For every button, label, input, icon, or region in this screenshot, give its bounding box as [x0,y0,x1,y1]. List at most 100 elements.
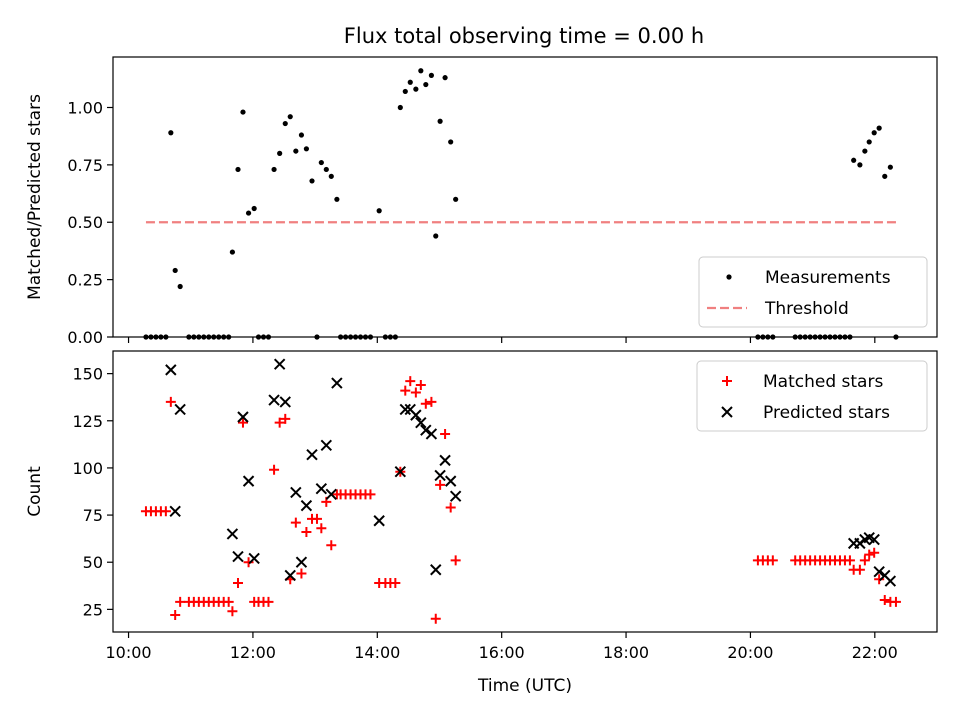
legend-label-predicted-stars: Predicted stars [763,403,890,423]
measurements-point-7 [177,283,183,290]
matched-stars-point-51 [405,376,416,387]
measurements-point-77 [851,157,857,163]
ytick-label: 100 [72,459,103,478]
matched-stars-point-7 [175,596,186,607]
matched-stars-point-76 [844,555,855,566]
predicted-stars-point-21 [394,465,407,478]
legend-handle-matched-stars [722,376,732,386]
matched-stars-point-33 [311,513,322,524]
legend-box [696,360,928,432]
legend-box [698,256,928,328]
predicted-stars-point-38 [873,565,885,578]
measurements-point-31 [303,146,310,152]
xtick-label: 20:00 [727,643,773,662]
predicted-stars-point-15 [306,449,318,461]
matched-stars-point-82 [874,574,885,585]
measurements-point-57 [437,118,443,124]
measurements-point-81 [871,130,877,136]
series-predicted-stars [165,358,897,587]
xtick-label: 16:00 [479,643,525,662]
predicted-stars-point-19 [331,377,343,389]
matched-stars-point-26 [274,417,285,428]
matched-stars-point-79 [859,555,870,566]
ytick-label: 1.00 [67,98,103,117]
ytick-label: 75 [83,506,103,525]
predicted-stars-point-30 [439,454,451,467]
matched-stars-point-85 [890,596,901,607]
top-legend[interactable]: Measurements Threshold [698,256,928,328]
xtick-label: 14:00 [354,643,400,662]
matched-stars-point-54 [420,398,431,409]
top-plot-area [143,68,899,340]
top-axis-ticks: 0.00 0.25 0.50 0.75 1.00 [67,98,876,347]
legend-handle-predicted-stars [721,406,733,418]
matched-stars-point-5 [165,396,176,407]
measurements-point-78 [857,162,863,168]
predicted-stars-point-14 [300,499,313,512]
matched-stars-point-29 [290,517,301,528]
predicted-stars-point-40 [884,575,897,587]
ytick-label: 0.00 [67,328,103,347]
ytick-label: 150 [72,365,103,384]
measurements-point-19 [240,109,246,115]
measurements-point-27 [282,120,288,127]
measurements-point-21 [251,205,257,212]
matched-stars-point-20 [243,557,254,568]
legend-label-threshold: Threshold [764,299,849,319]
predicted-stars-point-26 [420,424,432,436]
matched-stars-point-30 [296,568,307,579]
measurements-point-83 [882,173,888,179]
matched-stars-point-50 [400,385,411,396]
measurements-point-35 [323,166,329,173]
matched-stars-point-80 [864,549,875,560]
ytick-label: 125 [72,412,103,431]
legend-label-matched-stars: Matched stars [763,372,883,392]
ytick-label: 0.25 [67,271,103,290]
predicted-stars-point-16 [315,482,328,495]
predicted-stars-point-28 [430,564,442,576]
measurements-point-29 [293,148,299,154]
bottom-panel: 25 50 75 100 125 150 10:00 12:00 14:00 16:00 18:00… [25,350,938,696]
predicted-stars-point-32 [449,490,462,502]
measurements-point-54 [423,81,429,88]
measurements-point-17 [229,249,236,255]
predicted-stars-point-13 [295,556,308,568]
series-measurements [143,68,899,340]
matched-stars-point-58 [440,428,451,439]
measurements-point-56 [433,233,439,239]
predicted-stars-point-0 [165,364,177,376]
predicted-stars-point-5 [237,411,249,423]
predicted-stars-point-27 [425,428,438,440]
measurements-point-34 [318,159,324,166]
matched-stars-point-16 [223,596,234,607]
predicted-stars-point-4 [232,550,244,563]
measurements-point-6 [172,267,178,274]
predicted-stars-point-2 [174,403,186,416]
measurements-point-20 [245,210,252,216]
predicted-stars-point-31 [444,475,457,487]
xtick-label: 10:00 [105,643,151,662]
xtick-label: 18:00 [603,643,649,662]
matched-stars-point-64 [767,555,778,566]
ytick-label: 25 [83,600,103,619]
matched-stars-point-27 [280,413,291,424]
predicted-stars-point-24 [410,409,422,421]
matched-stars-point-48 [390,577,401,588]
predicted-stars-point-25 [415,416,427,429]
matched-stars-point-4 [160,506,171,517]
matched-stars-point-52 [410,387,421,398]
measurements-point-50 [402,88,408,95]
matched-stars-point-55 [426,396,437,407]
matched-stars-point-36 [326,540,337,551]
bottom-legend[interactable]: Matched stars Predicted stars [696,360,928,432]
matched-stars-point-19 [237,417,248,428]
measurements-point-36 [328,173,334,179]
measurements-point-79 [862,148,868,154]
matched-stars-point-78 [854,564,865,575]
matched-stars-point-83 [879,594,890,605]
top-panel: 0.00 0.25 0.50 0.75 1.00 Matched/Predicted s… [25,56,938,347]
predicted-stars-point-10 [279,396,291,408]
xtick-label: 12:00 [230,643,276,662]
measurements-point-52 [413,86,419,92]
